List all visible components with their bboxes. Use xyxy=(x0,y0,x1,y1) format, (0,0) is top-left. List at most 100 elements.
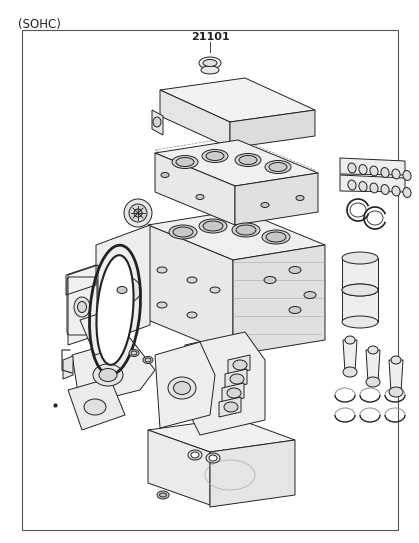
Ellipse shape xyxy=(176,157,194,167)
Ellipse shape xyxy=(191,452,199,458)
Ellipse shape xyxy=(239,155,257,165)
Ellipse shape xyxy=(391,356,401,364)
Polygon shape xyxy=(72,338,155,405)
Polygon shape xyxy=(225,369,247,389)
Ellipse shape xyxy=(99,369,117,382)
Ellipse shape xyxy=(209,455,217,461)
Ellipse shape xyxy=(169,225,197,239)
Ellipse shape xyxy=(232,223,260,237)
Text: (SOHC): (SOHC) xyxy=(18,18,61,31)
Polygon shape xyxy=(222,383,244,403)
Polygon shape xyxy=(155,342,215,428)
Ellipse shape xyxy=(345,336,355,344)
Polygon shape xyxy=(340,175,405,192)
Ellipse shape xyxy=(233,360,247,370)
Polygon shape xyxy=(148,210,325,260)
Polygon shape xyxy=(155,153,235,225)
Ellipse shape xyxy=(157,302,167,308)
Ellipse shape xyxy=(199,219,227,233)
Polygon shape xyxy=(233,245,325,355)
Ellipse shape xyxy=(403,187,411,198)
Ellipse shape xyxy=(145,358,151,362)
Ellipse shape xyxy=(202,149,228,162)
Polygon shape xyxy=(219,397,241,417)
Polygon shape xyxy=(160,78,315,122)
Ellipse shape xyxy=(264,276,276,283)
Polygon shape xyxy=(68,265,98,345)
Polygon shape xyxy=(389,360,403,392)
Ellipse shape xyxy=(172,155,198,168)
Ellipse shape xyxy=(160,493,166,497)
Ellipse shape xyxy=(157,267,167,273)
Polygon shape xyxy=(155,140,318,186)
Ellipse shape xyxy=(304,292,316,299)
Polygon shape xyxy=(366,350,380,382)
Text: 21101: 21101 xyxy=(191,32,229,42)
Ellipse shape xyxy=(366,377,380,387)
Ellipse shape xyxy=(262,230,290,244)
Ellipse shape xyxy=(129,204,147,222)
Ellipse shape xyxy=(359,181,367,192)
Polygon shape xyxy=(230,110,315,148)
Polygon shape xyxy=(148,418,295,452)
Ellipse shape xyxy=(111,282,133,298)
Ellipse shape xyxy=(227,388,241,398)
Ellipse shape xyxy=(203,221,223,231)
Polygon shape xyxy=(148,225,233,355)
Polygon shape xyxy=(228,355,250,375)
Polygon shape xyxy=(148,430,210,505)
Polygon shape xyxy=(63,356,73,379)
Ellipse shape xyxy=(93,364,123,386)
Ellipse shape xyxy=(389,387,403,397)
Ellipse shape xyxy=(173,227,193,237)
Polygon shape xyxy=(342,258,378,290)
Ellipse shape xyxy=(342,284,378,296)
Ellipse shape xyxy=(210,287,220,293)
Ellipse shape xyxy=(206,151,224,161)
Ellipse shape xyxy=(296,195,304,200)
Ellipse shape xyxy=(342,284,378,296)
Ellipse shape xyxy=(129,350,139,357)
Ellipse shape xyxy=(153,117,161,127)
Ellipse shape xyxy=(289,306,301,313)
Ellipse shape xyxy=(124,199,152,227)
Ellipse shape xyxy=(381,168,389,178)
Ellipse shape xyxy=(131,351,137,355)
Ellipse shape xyxy=(199,57,221,69)
Ellipse shape xyxy=(187,312,197,318)
Polygon shape xyxy=(343,340,357,372)
Ellipse shape xyxy=(235,154,261,167)
Ellipse shape xyxy=(343,367,357,377)
Polygon shape xyxy=(210,440,295,507)
Ellipse shape xyxy=(381,185,389,194)
Ellipse shape xyxy=(134,209,142,217)
Ellipse shape xyxy=(269,162,287,172)
Ellipse shape xyxy=(74,297,90,317)
Ellipse shape xyxy=(368,346,378,354)
Ellipse shape xyxy=(289,267,301,274)
Ellipse shape xyxy=(342,252,378,264)
Polygon shape xyxy=(152,110,163,135)
Ellipse shape xyxy=(196,194,204,199)
Ellipse shape xyxy=(168,377,196,399)
Bar xyxy=(22,30,398,530)
Polygon shape xyxy=(68,378,125,430)
Ellipse shape xyxy=(392,169,400,179)
Polygon shape xyxy=(340,158,405,175)
Ellipse shape xyxy=(203,60,217,66)
Ellipse shape xyxy=(392,186,400,196)
Ellipse shape xyxy=(206,453,220,463)
Ellipse shape xyxy=(201,66,219,74)
Ellipse shape xyxy=(157,491,169,499)
Ellipse shape xyxy=(187,277,197,283)
Ellipse shape xyxy=(78,301,86,313)
Ellipse shape xyxy=(370,166,378,176)
Ellipse shape xyxy=(348,163,356,173)
Polygon shape xyxy=(80,310,125,355)
Ellipse shape xyxy=(370,183,378,193)
Ellipse shape xyxy=(224,402,238,412)
Ellipse shape xyxy=(173,382,191,395)
Ellipse shape xyxy=(261,203,269,207)
Ellipse shape xyxy=(230,374,244,384)
Ellipse shape xyxy=(359,165,367,174)
